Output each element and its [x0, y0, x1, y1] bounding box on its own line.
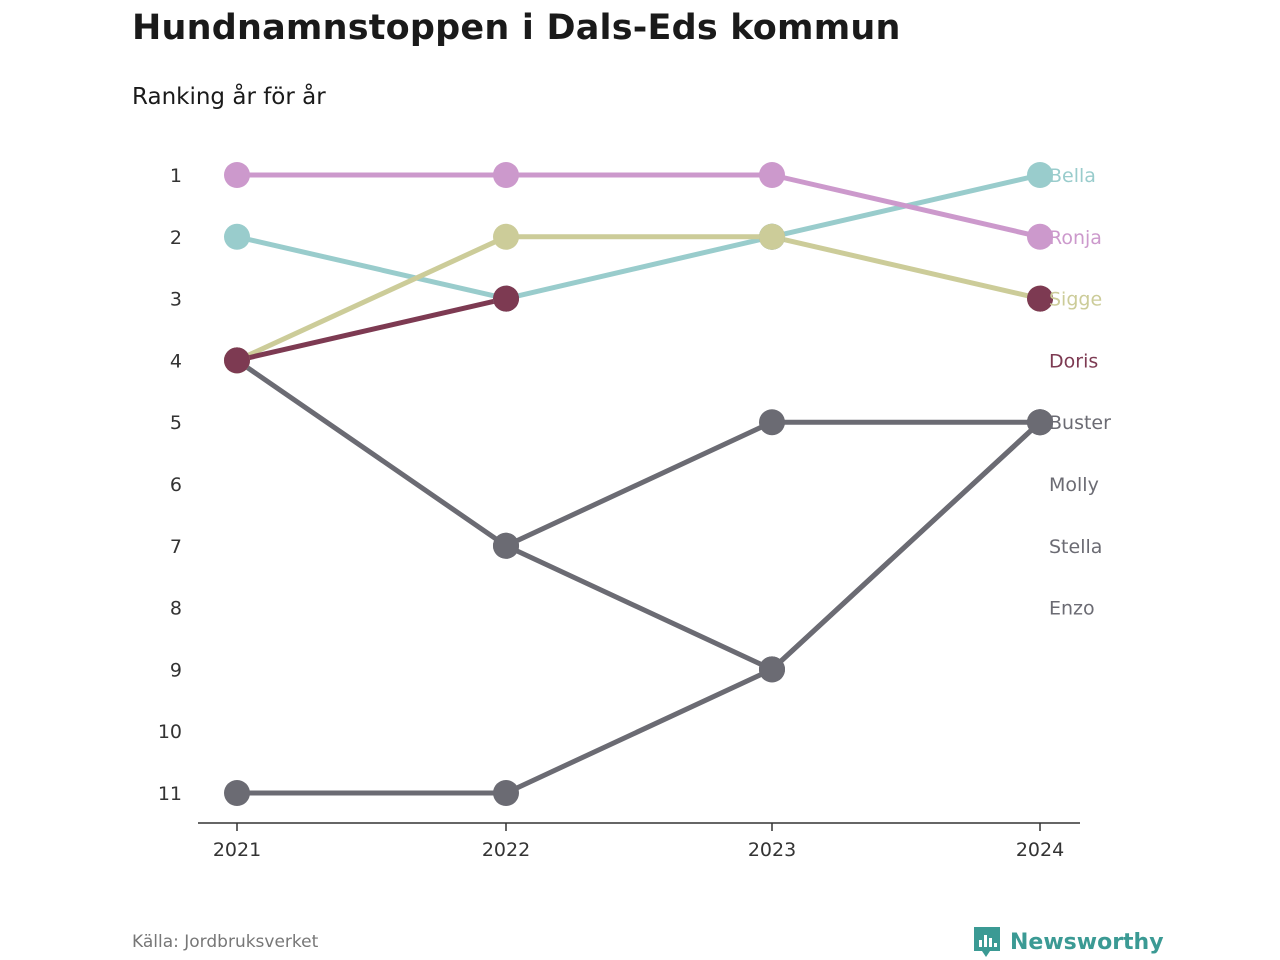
end-label-stella: Stella	[1049, 536, 1102, 558]
point-sigge-2022[interactable]	[493, 223, 519, 250]
newsworthy-logo-icon	[974, 927, 1000, 957]
end-label-bella: Bella	[1049, 165, 1096, 187]
end-label-doris: Doris	[1049, 350, 1098, 372]
point-bella-2021[interactable]	[224, 223, 250, 250]
y-tick-4: 4	[170, 350, 182, 372]
point-stella-2024[interactable]	[1027, 409, 1053, 436]
brand-logo[interactable]: Newsworthy	[972, 925, 1164, 959]
end-label-enzo: Enzo	[1049, 598, 1095, 620]
y-tick-5: 5	[170, 412, 182, 434]
source-note: Källa: Jordbruksverket	[132, 932, 319, 952]
brand-name: Newsworthy	[1010, 929, 1164, 955]
y-tick-3: 3	[170, 289, 182, 311]
y-tick-9: 9	[170, 659, 182, 681]
point-doris-half-2024[interactable]	[1040, 285, 1053, 312]
chart-subtitle: Ranking år för år	[132, 84, 326, 110]
line-ronja-2	[769, 172, 1043, 240]
series-lines	[234, 172, 1043, 796]
end-label-buster: Buster	[1049, 412, 1111, 434]
x-tick-2023: 2023	[748, 839, 796, 861]
axes: 1 2 3 4 5 6 7 8 9 10 11 2021 2022 2023 2024	[158, 165, 1080, 861]
point-molly-2022[interactable]	[493, 532, 519, 559]
x-tick-2024: 2024	[1016, 839, 1064, 861]
point-stella-2021[interactable]	[224, 780, 250, 806]
y-tick-7: 7	[170, 536, 182, 558]
line-sigge-2	[769, 234, 1043, 302]
line-doris-0	[234, 296, 509, 363]
y-tick-11: 11	[158, 783, 182, 805]
chart-title: Hundnamnstoppen i Dals-Eds kommun	[132, 8, 901, 48]
y-tick-2: 2	[170, 227, 182, 249]
point-ronja-2022[interactable]	[493, 162, 519, 188]
y-tick-8: 8	[170, 598, 182, 620]
end-label-ronja: Ronja	[1049, 227, 1102, 249]
x-tick-2022: 2022	[482, 839, 530, 861]
line-buster-1	[503, 543, 775, 672]
line-stella-2	[769, 419, 1043, 672]
point-stella-2023[interactable]	[759, 656, 785, 683]
y-tick-10: 10	[158, 721, 182, 743]
y-tick-1: 1	[170, 165, 182, 187]
series-points	[224, 162, 1053, 806]
point-molly-2023[interactable]	[759, 409, 785, 436]
point-bella-2024[interactable]	[1027, 162, 1053, 188]
point-stella-2022[interactable]	[493, 780, 519, 806]
line-molly-1	[503, 419, 775, 549]
end-label-molly: Molly	[1049, 474, 1099, 496]
line-sigge-0	[234, 234, 509, 363]
line-bella-1	[503, 234, 775, 302]
point-ronja-2021[interactable]	[224, 162, 250, 188]
end-labels: Bella Ronja Sigge Doris Buster Molly Stella Enz…	[1049, 165, 1111, 620]
point-doris-2021[interactable]	[224, 347, 250, 374]
y-tick-6: 6	[170, 474, 182, 496]
point-sigge-2023[interactable]	[759, 223, 785, 250]
point-ronja-2023[interactable]	[759, 162, 785, 188]
point-doris-half-2022[interactable]	[506, 285, 519, 312]
x-tick-2021: 2021	[213, 839, 261, 861]
point-ronja-2024[interactable]	[1027, 223, 1053, 250]
end-label-sigge: Sigge	[1049, 289, 1102, 311]
line-buster-0	[234, 357, 509, 549]
line-stella-1	[503, 666, 775, 796]
line-bella-0	[234, 234, 509, 302]
